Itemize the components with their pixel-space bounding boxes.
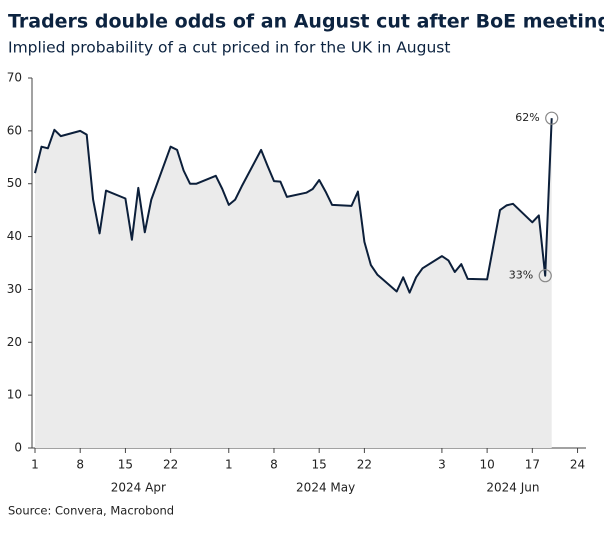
y-tick-label: 0 [14,441,22,455]
x-group-label: 2024 Apr [111,481,166,495]
y-tick-label: 20 [7,335,22,349]
x-tick-label: 17 [525,458,540,472]
x-tick-label: 15 [312,458,327,472]
x-tick-label: 1 [225,458,233,472]
chart-subtitle: Implied probability of a cut priced in f… [8,39,450,57]
x-tick-label: 22 [163,458,178,472]
y-tick-label: 40 [7,229,22,243]
highlight-marker [545,111,559,125]
source: Source: Convera, Macrobond [8,504,174,518]
area [35,118,552,448]
x-group-label: 2024 Jun [486,481,539,495]
data-label: 33% [509,269,533,282]
y-tick-label: 60 [7,123,22,137]
x-tick-label: 1 [31,458,39,472]
y-tick-label: 10 [7,388,22,402]
x-tick-label: 8 [76,458,84,472]
x-tick-label: 8 [270,458,278,472]
highlight-marker [538,269,552,283]
data-label: 62% [515,111,539,124]
x-tick-label: 15 [118,458,133,472]
x-tick-label: 10 [479,458,494,472]
x-tick-label: 3 [438,458,446,472]
line [34,118,553,294]
y-tick-label: 50 [7,176,22,190]
x-group-label: 2024 May [296,481,355,495]
y-tick-label: 70 [7,71,22,85]
chart-title: Traders double odds of an August cut aft… [8,11,604,33]
y-tick-label: 30 [7,282,22,296]
x-tick-label: 24 [570,458,585,472]
x-tick-label: 22 [357,458,372,472]
